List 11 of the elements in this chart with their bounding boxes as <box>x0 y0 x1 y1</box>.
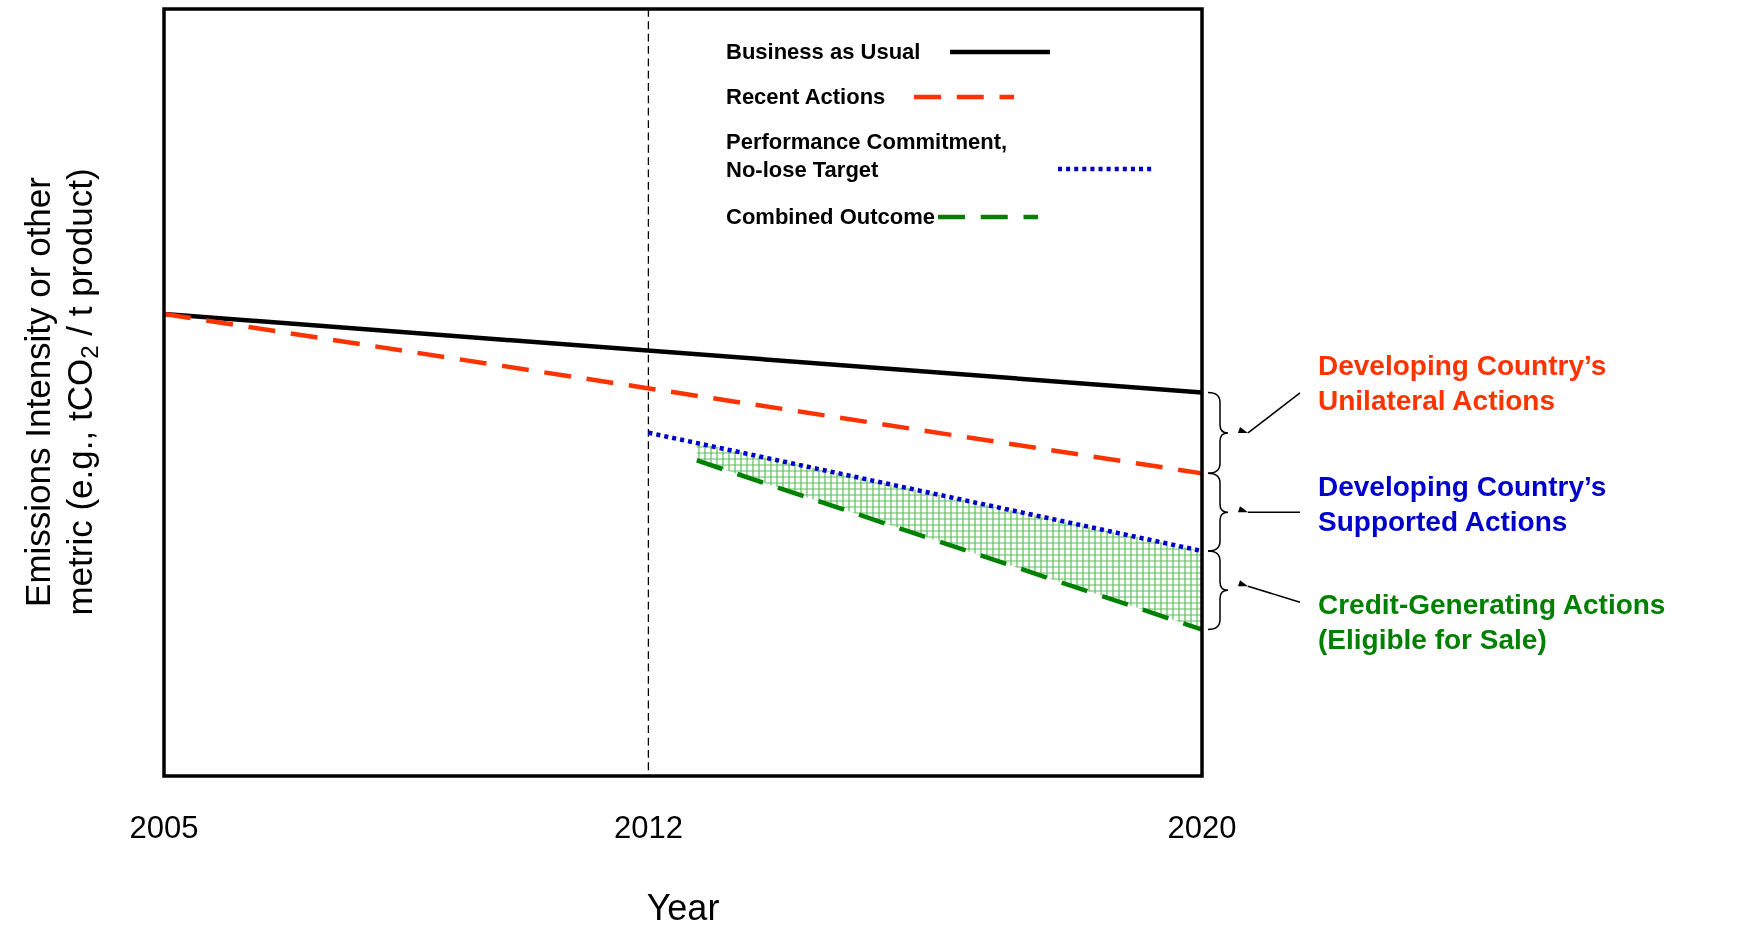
legend-label: Recent Actions <box>726 84 886 109</box>
legend-label: Combined Outcome <box>726 204 936 229</box>
x-axis-title: Year <box>646 887 720 928</box>
x-tick-label: 2005 <box>129 810 199 845</box>
x-tick-label: 2020 <box>1167 810 1237 845</box>
text: Credit-Generating Actions (Eligible for Sale) <box>1318 589 1666 656</box>
legend-label: Performance Commitment, No-lose Target <box>726 129 1008 182</box>
text: Developing Country’s Supported Actions <box>1318 471 1607 538</box>
legend-label: Business as Usual <box>726 39 921 64</box>
x-tick-label: 2012 <box>613 810 683 845</box>
text: Developing Country’s Unilateral Actions <box>1318 349 1607 416</box>
